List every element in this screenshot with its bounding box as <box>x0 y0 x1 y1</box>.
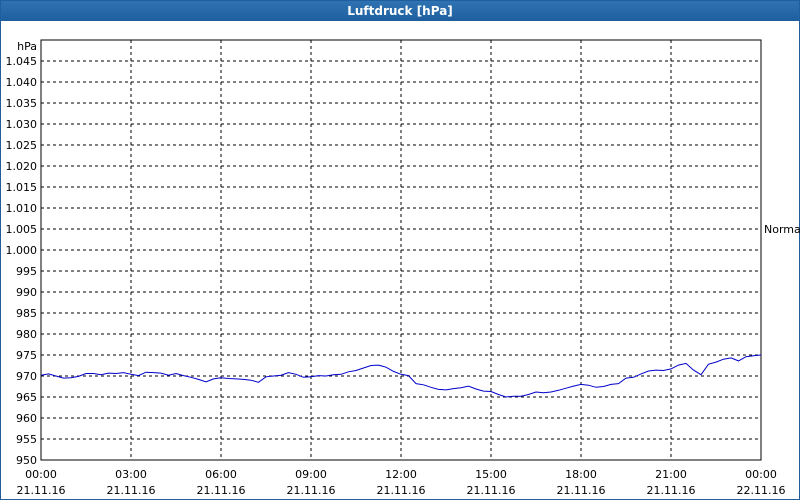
y-tick-label: 980 <box>16 328 37 341</box>
x-tick-date-label: 22.11.16 <box>737 484 786 497</box>
pressure-line <box>40 354 762 398</box>
x-tick-time-label: 00:00 <box>25 468 57 481</box>
y-tick-label: 965 <box>16 391 37 404</box>
x-tick-date-label: 21.11.16 <box>17 484 66 497</box>
x-tick-time-label: 12:00 <box>385 468 417 481</box>
y-tick-label: 1.005 <box>6 223 38 236</box>
x-tick-time-label: 21:00 <box>655 468 687 481</box>
y-tick-label: 1.020 <box>6 160 38 173</box>
x-tick-date-label: 21.11.16 <box>377 484 426 497</box>
y-tick-label: 970 <box>16 370 37 383</box>
x-tick-time-label: 00:00 <box>745 468 777 481</box>
x-tick-date-label: 21.11.16 <box>467 484 516 497</box>
y-tick-label: 1.025 <box>6 139 38 152</box>
y-tick-label: 1.000 <box>6 244 38 257</box>
y-tick-label: 960 <box>16 412 37 425</box>
y-tick-label: 1.015 <box>6 181 38 194</box>
y-tick-label: 990 <box>16 286 37 299</box>
plot-area <box>40 39 762 461</box>
x-tick-date-label: 21.11.16 <box>197 484 246 497</box>
y-tick-label: 985 <box>16 307 37 320</box>
x-tick-date-label: 21.11.16 <box>557 484 606 497</box>
reference-label-normal: Normal <box>764 223 800 236</box>
x-tick-time-label: 09:00 <box>295 468 327 481</box>
y-tick-label: 1.010 <box>6 202 38 215</box>
x-tick-date-label: 21.11.16 <box>647 484 696 497</box>
y-tick-labels: 1.045 1.040 1.035 1.030 1.025 1.020 1.015 1.010… <box>6 55 38 467</box>
x-tick-time-label: 18:00 <box>565 468 597 481</box>
x-tick-date-label: 21.11.16 <box>287 484 336 497</box>
x-tick-time-label: 15:00 <box>475 468 507 481</box>
chart-title: Luftdruck [hPa] <box>1 1 799 21</box>
y-tick-label: 950 <box>16 454 37 467</box>
x-tick-labels: 00:00 21.11.16 03:00 21.11.16 06:00 21.11.16 0… <box>17 468 786 497</box>
y-axis-unit-label: hPa <box>17 40 37 53</box>
y-tick-label: 1.035 <box>6 97 38 110</box>
x-tick-time-label: 03:00 <box>115 468 147 481</box>
y-tick-label: 1.040 <box>6 76 38 89</box>
y-tick-label: 955 <box>16 433 37 446</box>
x-tick-date-label: 21.11.16 <box>107 484 156 497</box>
x-tick-time-label: 06:00 <box>205 468 237 481</box>
y-tick-label: 995 <box>16 265 37 278</box>
y-tick-label: 975 <box>16 349 37 362</box>
y-tick-label: 1.045 <box>6 55 38 68</box>
y-tick-label: 1.030 <box>6 118 38 131</box>
grid-lines <box>41 40 761 461</box>
